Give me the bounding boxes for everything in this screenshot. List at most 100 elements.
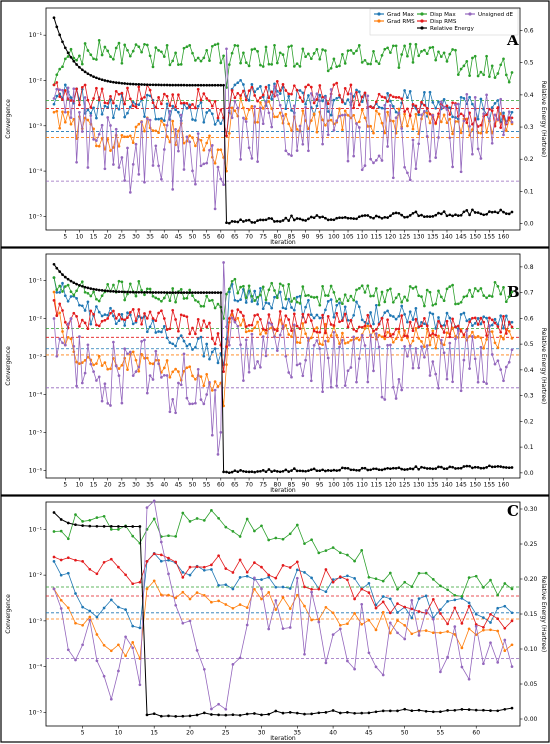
data-point [335, 96, 339, 100]
data-point [479, 316, 483, 320]
series-disp-rms [52, 79, 514, 138]
data-point [238, 558, 242, 562]
data-point [303, 604, 306, 608]
data-point [479, 345, 483, 349]
data-point [366, 313, 370, 317]
y2-tick-label: 0.0 [524, 470, 534, 477]
data-point [134, 294, 138, 298]
data-point [66, 299, 70, 303]
data-point [199, 59, 203, 63]
data-point [467, 708, 471, 711]
data-point [372, 161, 375, 165]
data-point [66, 51, 70, 55]
data-point [194, 59, 197, 62]
data-point [496, 709, 500, 713]
x-axis-label: Iteration [270, 735, 296, 742]
data-point [329, 66, 333, 70]
data-point [112, 57, 115, 61]
data-point [298, 96, 302, 99]
data-point [231, 530, 235, 533]
data-point [137, 308, 141, 311]
data-point [148, 54, 152, 58]
data-point [454, 302, 457, 306]
data-point [238, 603, 242, 606]
data-point [321, 390, 324, 394]
data-point [97, 288, 101, 292]
data-point [123, 347, 127, 351]
data-point [360, 587, 364, 591]
data-point [278, 92, 282, 95]
data-point [72, 311, 76, 315]
data-point [216, 453, 220, 456]
data-point [309, 336, 313, 340]
data-point [349, 468, 353, 472]
data-point [343, 113, 347, 117]
data-point [52, 110, 56, 114]
data-point [502, 111, 505, 115]
data-point [417, 54, 421, 58]
x-tick-label: 20 [104, 482, 112, 489]
data-point [250, 85, 254, 89]
data-point [210, 112, 214, 116]
data-point [307, 149, 310, 153]
data-point [485, 212, 488, 216]
data-point [400, 338, 404, 342]
data-point [134, 358, 138, 362]
data-point [55, 266, 59, 270]
data-point [83, 290, 87, 294]
data-point [202, 593, 206, 597]
data-point [227, 109, 231, 113]
data-point [52, 511, 56, 514]
data-point [202, 56, 206, 60]
data-point [140, 50, 143, 54]
data-point [152, 499, 156, 503]
data-point [389, 467, 392, 471]
data-point [394, 337, 398, 341]
data-point [131, 104, 135, 108]
data-point [233, 220, 237, 223]
data-point [471, 56, 474, 60]
data-point [386, 330, 389, 334]
data-point [157, 96, 160, 99]
data-point [78, 325, 81, 328]
data-point [273, 289, 276, 292]
data-point [250, 470, 254, 474]
data-point [290, 214, 293, 218]
data-point [179, 383, 183, 387]
data-point [428, 467, 432, 470]
data-point [275, 349, 279, 352]
data-point [499, 97, 503, 101]
data-point [439, 612, 442, 615]
data-point [253, 561, 256, 564]
data-point [205, 141, 209, 145]
data-point [103, 101, 107, 105]
data-point [360, 95, 364, 99]
data-point [278, 318, 282, 322]
data-point [219, 291, 223, 294]
data-point [295, 593, 299, 597]
data-point [253, 712, 256, 715]
data-point [278, 111, 282, 115]
data-point [321, 142, 324, 146]
x-axis-label: Iteration [270, 239, 296, 246]
data-point [199, 138, 203, 142]
data-point [134, 290, 138, 294]
data-point [453, 598, 457, 602]
data-point [74, 592, 77, 595]
data-point [488, 210, 491, 213]
data-point [388, 571, 392, 575]
y2-tick-label: 0.3 [524, 393, 534, 400]
data-point [134, 142, 138, 146]
series-grad-rms [52, 579, 514, 661]
data-point [493, 210, 497, 214]
data-point [400, 304, 404, 308]
data-point [369, 333, 372, 337]
data-point [329, 284, 333, 288]
data-point [208, 321, 211, 325]
data-point [261, 107, 265, 110]
data-point [69, 317, 73, 320]
data-point [408, 320, 412, 324]
data-point [396, 709, 399, 713]
data-point [95, 144, 98, 148]
x-axis-label: Iteration [270, 487, 296, 494]
